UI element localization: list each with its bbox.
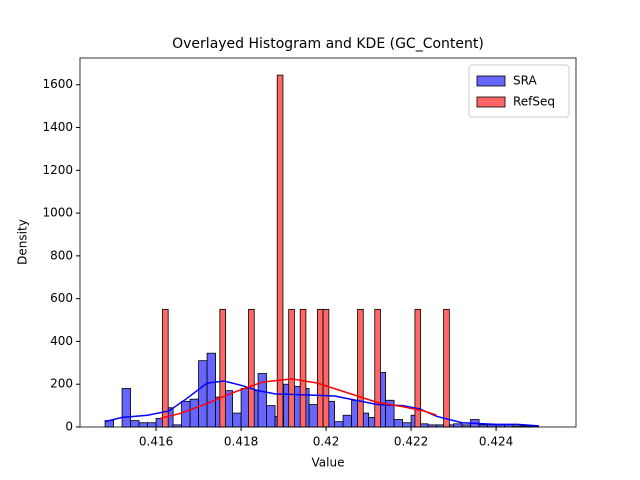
chart-title: Overlayed Histogram and KDE (GC_Content) xyxy=(172,36,484,52)
bar xyxy=(181,400,191,428)
bar xyxy=(443,308,450,428)
legend-swatch xyxy=(476,75,506,87)
x-tick-label: 0.418 xyxy=(224,435,258,449)
bar xyxy=(288,308,295,428)
x-tick-label: 0.42 xyxy=(313,435,340,449)
bar xyxy=(121,388,131,428)
y-tick-label: 1400 xyxy=(42,120,73,134)
bar xyxy=(219,308,226,428)
bar xyxy=(342,414,352,428)
y-tick-label: 600 xyxy=(50,291,73,305)
y-tick-label: 800 xyxy=(50,248,73,262)
bar xyxy=(276,74,284,428)
bar xyxy=(138,422,148,428)
bar xyxy=(189,398,199,428)
bar xyxy=(453,423,463,428)
bar xyxy=(308,404,318,428)
y-tick-label: 400 xyxy=(50,334,73,348)
y-tick-label: 0 xyxy=(65,420,73,434)
bar xyxy=(357,308,364,428)
plot-frame xyxy=(79,57,577,428)
bar xyxy=(402,422,412,428)
bar xyxy=(393,419,403,428)
bar xyxy=(232,412,242,428)
kde-line xyxy=(160,378,437,420)
bar xyxy=(266,405,276,428)
y-axis-label: Density xyxy=(16,219,30,265)
bar xyxy=(206,352,216,428)
y-tick-label: 1000 xyxy=(42,206,73,220)
x-tick-label: 0.422 xyxy=(394,435,428,449)
bar xyxy=(162,308,169,428)
bar xyxy=(374,308,381,428)
y-tick-label: 1600 xyxy=(42,77,73,91)
bar xyxy=(316,308,324,428)
bar xyxy=(299,308,307,428)
kde-line xyxy=(104,380,539,427)
y-tick-label: 200 xyxy=(50,377,73,391)
bar xyxy=(322,308,330,428)
bar xyxy=(198,360,208,428)
legend-label: SRA xyxy=(513,74,537,88)
bar xyxy=(130,420,140,428)
bar xyxy=(147,422,157,428)
x-tick-label: 0.424 xyxy=(479,435,513,449)
y-tick-label: 1200 xyxy=(42,163,73,177)
legend-label: RefSeq xyxy=(513,95,555,109)
x-axis-label: Value xyxy=(312,456,345,470)
bar xyxy=(248,308,255,428)
legend-swatch xyxy=(476,96,506,108)
x-tick-label: 0.416 xyxy=(139,435,173,449)
bar xyxy=(334,421,344,428)
